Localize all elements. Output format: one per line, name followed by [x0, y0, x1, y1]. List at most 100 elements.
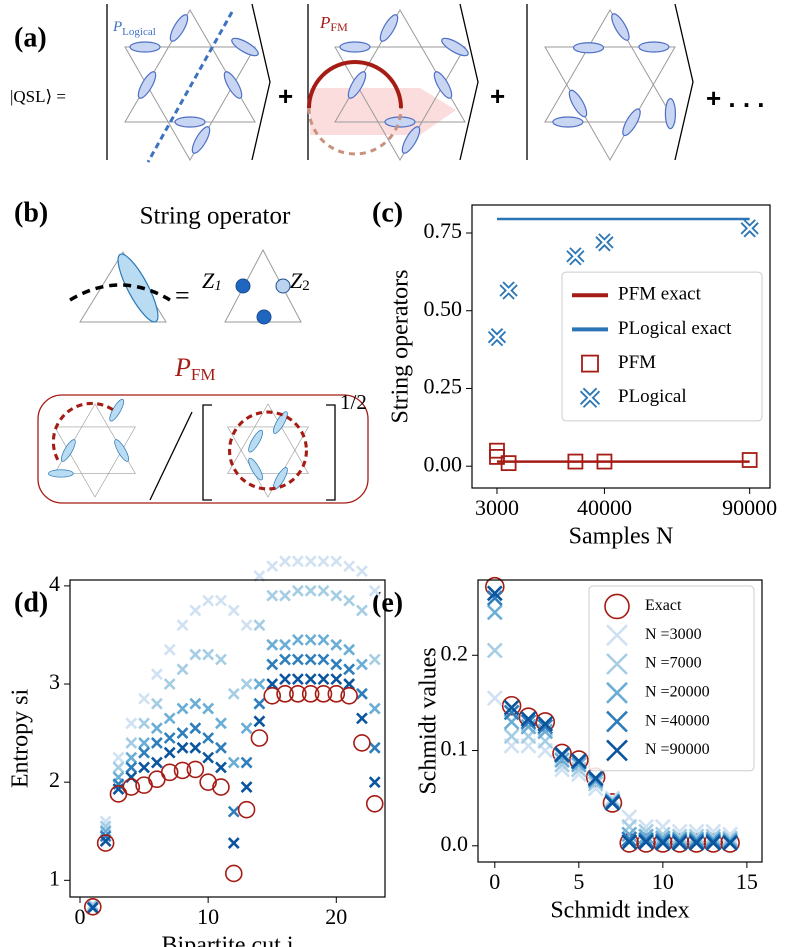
subscript: FM	[191, 365, 216, 384]
marker-circle	[485, 576, 505, 597]
panel-label: (c)	[372, 197, 403, 228]
marker-x	[343, 678, 356, 690]
marker-x	[621, 834, 638, 850]
y-tick-label: 2	[49, 767, 60, 792]
marker-x	[688, 835, 705, 851]
marker-x	[606, 653, 628, 675]
marker-x	[587, 770, 604, 787]
symbol: P	[174, 353, 191, 382]
marker-x	[240, 619, 253, 632]
p-logical-label: PLogical	[112, 19, 156, 37]
marker-x	[330, 589, 343, 602]
marker-square	[741, 452, 758, 468]
marker-x	[138, 692, 150, 705]
x-axis-label: Samples N	[569, 524, 674, 550]
marker-x	[227, 604, 240, 617]
exponent: 1/2	[340, 390, 367, 414]
marker-x	[125, 736, 138, 749]
marker-x	[330, 638, 343, 651]
marker-x-thick	[579, 387, 601, 408]
string-cut	[69, 283, 171, 302]
bracket	[202, 404, 212, 501]
marker-circle	[604, 593, 630, 620]
shaded-region	[310, 88, 456, 135]
marker-x	[688, 831, 705, 848]
marker-x	[537, 715, 554, 732]
marker-x	[356, 687, 368, 700]
marker-x	[654, 833, 671, 849]
marker-x	[202, 732, 215, 744]
marker-x	[317, 673, 330, 686]
marker-circle	[353, 734, 371, 752]
ket-bracket	[674, 3, 694, 161]
string-cut	[146, 11, 234, 163]
marker-circle	[501, 695, 522, 716]
marker-x	[189, 741, 202, 754]
marker-x	[486, 690, 503, 707]
marker-circle	[365, 794, 384, 813]
marker-x	[240, 756, 253, 769]
p-fm-label: PFM	[319, 13, 348, 34]
chart: 0 10 20 1 2 3 4 Bipartite cut i Entropy si	[8, 555, 386, 947]
marker-x	[671, 833, 688, 849]
ket-bracket	[251, 3, 271, 161]
subscript: FM	[330, 20, 348, 34]
marker-x	[266, 678, 279, 690]
marker-x	[291, 584, 304, 597]
marker-circle	[602, 793, 623, 813]
y-tick-label: 0.1	[441, 736, 469, 761]
marker-x	[520, 711, 537, 728]
marker-square	[596, 453, 613, 470]
marker-x	[227, 837, 240, 849]
marker-x	[330, 555, 343, 568]
legend-label: N =7000	[645, 655, 702, 672]
marker-x	[486, 604, 503, 621]
marker-x	[227, 805, 240, 818]
marker-x	[486, 590, 503, 607]
legend-label: N =40000	[645, 712, 710, 729]
marker-x	[671, 828, 688, 845]
marker-x	[606, 710, 628, 733]
marker-x	[163, 678, 176, 690]
marker-x	[138, 746, 150, 759]
marker-circle	[301, 685, 320, 703]
ket-bracket	[459, 3, 479, 161]
symbol: P	[319, 13, 330, 32]
marker-x	[125, 761, 138, 774]
marker-circle	[703, 833, 724, 853]
spin	[256, 309, 272, 325]
z1-label: Z1	[202, 268, 222, 294]
marker-x	[638, 828, 654, 845]
marker-x	[279, 673, 291, 686]
marker-x	[86, 901, 99, 914]
marker-x	[215, 741, 227, 754]
marker-x-thick	[499, 281, 518, 300]
p-fm-label: PFM	[174, 353, 215, 384]
marker-inner	[567, 248, 584, 265]
marker-circle	[289, 685, 307, 703]
y-tick-label: 4	[49, 571, 60, 596]
marker-x	[202, 594, 215, 607]
marker-x	[604, 790, 621, 807]
marker-x	[688, 833, 705, 849]
marker-x	[189, 648, 202, 661]
marker-x	[606, 681, 628, 704]
marker-x	[503, 728, 520, 745]
marker-circle	[250, 729, 269, 747]
marker-x	[176, 741, 189, 754]
marker-x	[554, 752, 570, 768]
x-tick-label: 10	[652, 869, 674, 894]
marker-x	[86, 898, 99, 911]
kagome	[227, 403, 309, 498]
marker-circle	[122, 778, 141, 796]
marker-x	[705, 828, 722, 845]
marker-x	[537, 718, 554, 735]
marker-circle	[327, 685, 346, 703]
marker-x	[356, 658, 368, 671]
marker-x	[705, 835, 722, 851]
legend-label: N =3000	[645, 626, 702, 643]
plot-frame	[477, 579, 763, 863]
marker-x	[368, 741, 381, 754]
marker-x	[368, 653, 381, 666]
